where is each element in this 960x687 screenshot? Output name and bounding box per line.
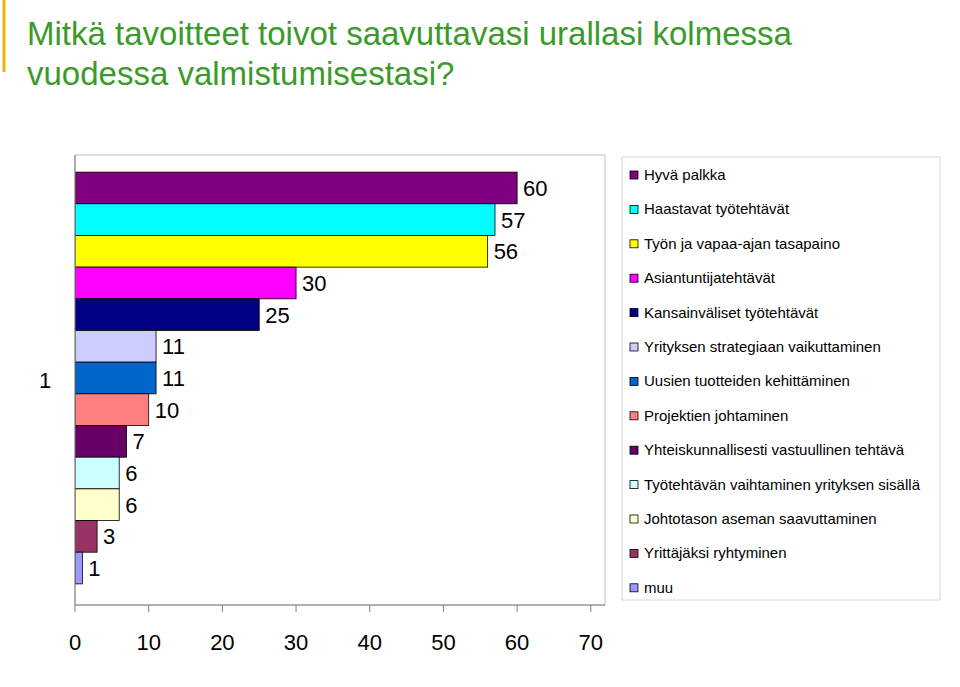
- legend-swatch: [630, 343, 638, 351]
- x-tick-label: 30: [284, 630, 308, 655]
- legend-swatch: [630, 274, 638, 282]
- data-label: 25: [265, 303, 289, 328]
- x-tick-label: 60: [505, 630, 529, 655]
- legend-label: Projektien johtaminen: [644, 407, 788, 424]
- legend-swatch: [630, 549, 638, 557]
- legend-box: [622, 157, 940, 600]
- legend-swatch: [630, 240, 638, 248]
- x-tick: [148, 605, 149, 612]
- bar: [75, 489, 119, 521]
- legend-label: Työn ja vapaa-ajan tasapaino: [644, 235, 840, 252]
- x-tick-label: 50: [431, 630, 455, 655]
- x-tick: [222, 605, 223, 612]
- data-label: 6: [125, 461, 137, 486]
- bar: [75, 235, 488, 267]
- data-label: 3: [103, 524, 115, 549]
- x-tick-label: 70: [579, 630, 603, 655]
- bar: [75, 394, 149, 426]
- x-tick: [75, 605, 76, 612]
- legend-label: muu: [644, 579, 673, 596]
- legend-swatch: [630, 515, 638, 523]
- labels: 605756302511111076631: [88, 176, 547, 581]
- legend: Hyvä palkka Haastavat työtehtävät Työn ja …: [622, 157, 940, 600]
- decoration: [3, 0, 6, 72]
- data-label: 11: [162, 366, 185, 391]
- legend-swatch: [630, 584, 638, 592]
- bar: [75, 426, 127, 458]
- category-label: 1: [39, 368, 51, 393]
- legend-label: Työtehtävän vaihtaminen yrityksen sisäll…: [644, 476, 921, 493]
- data-label: 30: [302, 271, 326, 296]
- bar: [75, 362, 156, 394]
- legend-label: Haastavat työtehtävät: [644, 200, 790, 217]
- legend-label: Johtotason aseman saavuttaminen: [644, 510, 877, 527]
- x-tick: [443, 605, 444, 612]
- bar: [75, 299, 259, 331]
- legend-swatch: [630, 205, 638, 213]
- data-label: 60: [523, 176, 547, 201]
- x-tick-label: 40: [358, 630, 382, 655]
- x-axis: [75, 605, 605, 606]
- legend-label: Kansainväliset työtehtävät: [644, 304, 819, 321]
- bars: [75, 172, 517, 584]
- bar: [75, 267, 296, 299]
- data-label: 1: [88, 556, 100, 581]
- legend-label: Uusien tuotteiden kehittäminen: [644, 372, 850, 389]
- legend-swatch: [630, 171, 638, 179]
- legend-swatch: [630, 309, 638, 317]
- bar: [75, 330, 156, 362]
- legend-swatch: [630, 481, 638, 489]
- legend-swatch: [630, 446, 638, 454]
- y-axis: [75, 155, 76, 605]
- bar: [75, 172, 517, 204]
- x-tick: [296, 605, 297, 612]
- x-tick-label: 0: [69, 630, 81, 655]
- x-tick-label: 20: [210, 630, 234, 655]
- bar: [75, 457, 119, 489]
- legend-label: Asiantuntijatehtävät: [644, 269, 776, 286]
- legend-label: Yhteiskunnallisesti vastuullinen tehtävä: [644, 441, 905, 458]
- legend-swatch: [630, 377, 638, 385]
- title: Mitkä tavoitteet toivot saavuttavasi ura…: [27, 14, 927, 94]
- data-label: 10: [155, 398, 179, 423]
- legend-label: Hyvä palkka: [644, 166, 726, 183]
- x-tick: [517, 605, 518, 612]
- bar: [75, 204, 495, 236]
- data-label: 11: [162, 334, 185, 359]
- page: {"chart_data": { "type": "bar", "orienta…: [0, 0, 960, 687]
- data-label: 57: [501, 208, 525, 233]
- data-label: 56: [494, 239, 518, 264]
- bar: [75, 521, 97, 553]
- plot-area: [75, 155, 605, 605]
- data-label: 7: [133, 429, 145, 454]
- bar: [75, 552, 82, 584]
- x-tick: [369, 605, 370, 612]
- x-tick-label: 10: [136, 630, 160, 655]
- chart: 6057563025111110766311010203040506070Hyv…: [0, 0, 960, 687]
- x-tick: [590, 605, 591, 612]
- legend-swatch: [630, 412, 638, 420]
- legend-label: Yrittäjäksi ryhtyminen: [644, 544, 787, 561]
- data-label: 6: [125, 493, 137, 518]
- legend-label: Yrityksen strategiaan vaikuttaminen: [644, 338, 881, 355]
